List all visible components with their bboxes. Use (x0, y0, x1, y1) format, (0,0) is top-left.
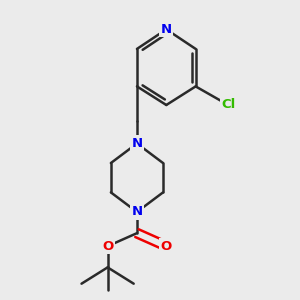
Text: N: N (131, 206, 142, 218)
Text: O: O (161, 240, 172, 253)
Text: N: N (161, 23, 172, 36)
Text: O: O (102, 240, 113, 253)
Text: Cl: Cl (221, 98, 236, 112)
Text: N: N (131, 137, 142, 150)
